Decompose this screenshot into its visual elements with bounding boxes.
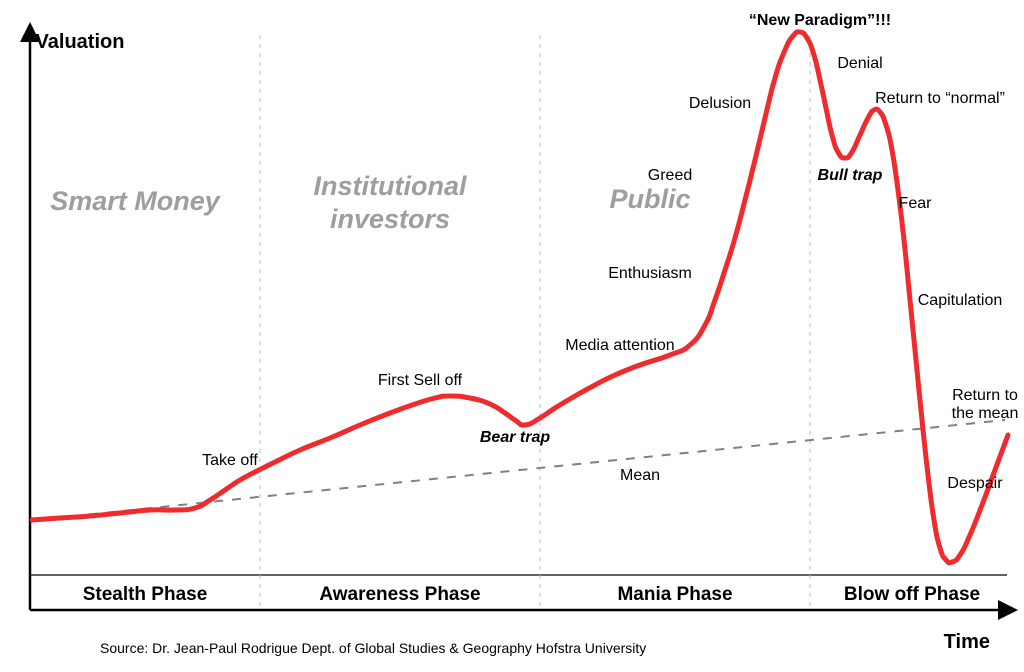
phase-label-0: Stealth Phase (83, 584, 208, 605)
valuation-curve (32, 32, 1008, 563)
annotation-12: Capitulation (918, 292, 1003, 309)
annotation-13: Despair (947, 475, 1003, 492)
x-axis-label: Time (944, 631, 990, 653)
annotation-2: Bear trap (480, 429, 550, 446)
mean-label: Mean (620, 467, 660, 484)
annotation-11: Fear (899, 195, 933, 212)
investor-label-3: Public (609, 184, 690, 214)
annotation-8: Denial (837, 55, 882, 72)
phase-label-1: Awareness Phase (319, 584, 480, 605)
investor-label-0: Smart Money (50, 186, 222, 216)
annotation-6: Delusion (689, 95, 751, 112)
annotation-9: Bull trap (818, 167, 883, 184)
annotation-1: First Sell off (378, 372, 463, 389)
phase-label-2: Mania Phase (617, 584, 732, 605)
annotation-3: Media attention (565, 337, 674, 354)
annotation-15: the mean (952, 405, 1019, 422)
annotation-14: Return to (952, 387, 1018, 404)
annotation-7: “New Paradigm”!!! (749, 12, 891, 29)
investor-label-1: Institutional (314, 171, 467, 201)
investor-label-2: investors (330, 204, 450, 234)
annotation-0: Take off (202, 452, 258, 469)
annotation-4: Enthusiasm (608, 265, 692, 282)
phase-label-3: Blow off Phase (844, 584, 980, 605)
source-attribution: Source: Dr. Jean-Paul Rodrigue Dept. of … (100, 640, 646, 656)
annotation-10: Return to “normal” (875, 90, 1005, 107)
y-axis-label: Valuation (36, 31, 125, 53)
chart-svg: Valuation Time Stealth Phase Awareness Phas… (0, 0, 1024, 672)
bubble-phases-chart: Valuation Time Stealth Phase Awareness Phas… (0, 0, 1024, 672)
annotation-5: Greed (648, 167, 692, 184)
